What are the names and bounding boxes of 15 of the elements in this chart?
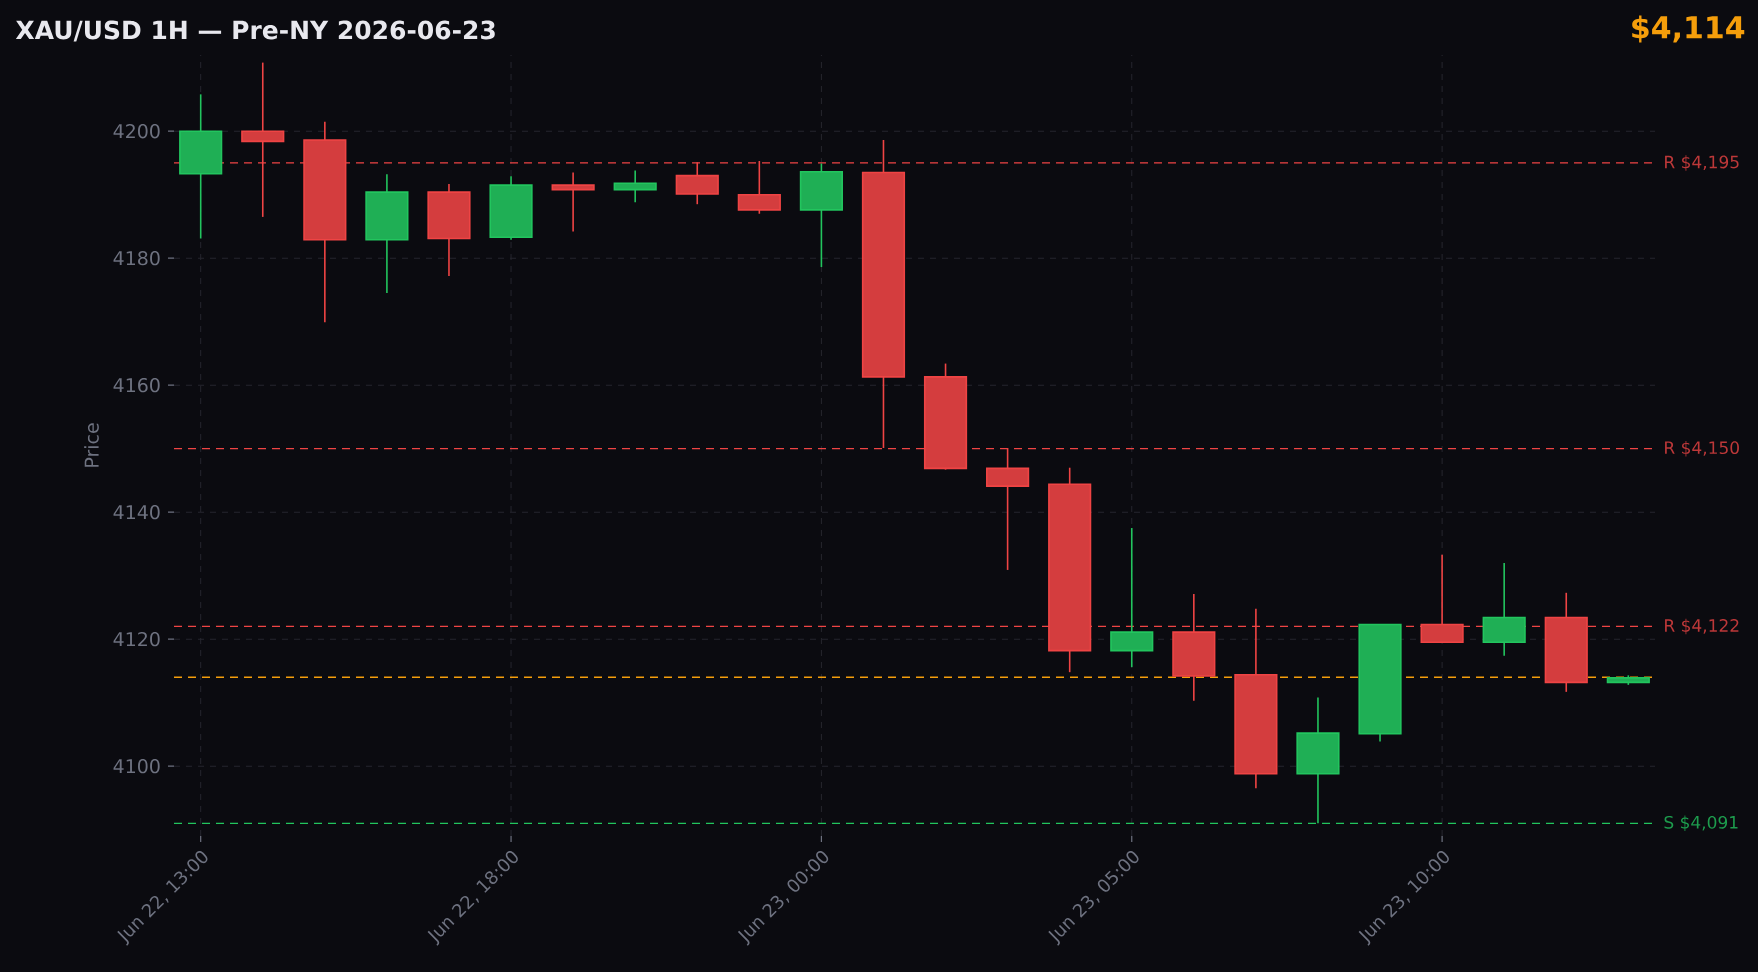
chart-title: XAU/USD 1H — Pre-NY 2026-06-23 bbox=[15, 20, 495, 42]
ref-line-label: R $4,195 bbox=[1665, 155, 1739, 171]
candlestick bbox=[551, 171, 595, 233]
text: $4,114 bbox=[1632, 15, 1745, 43]
ref-line-label: R $4,150 bbox=[1665, 440, 1739, 457]
y-axis-title: Price bbox=[84, 423, 99, 467]
ref-line-label: S $4,091 bbox=[1664, 815, 1738, 832]
ref-line-label: R $4,122 bbox=[1665, 618, 1739, 635]
candlestick bbox=[1110, 527, 1154, 668]
y-tick-label: 4160 bbox=[113, 377, 160, 393]
y-tick-label: 4120 bbox=[113, 631, 160, 647]
y-tick-label: 4140 bbox=[113, 504, 160, 520]
y-tick-label: 4100 bbox=[113, 758, 160, 774]
y-tick-label: 4180 bbox=[113, 250, 160, 266]
y-tick-label: 4200 bbox=[113, 123, 160, 139]
